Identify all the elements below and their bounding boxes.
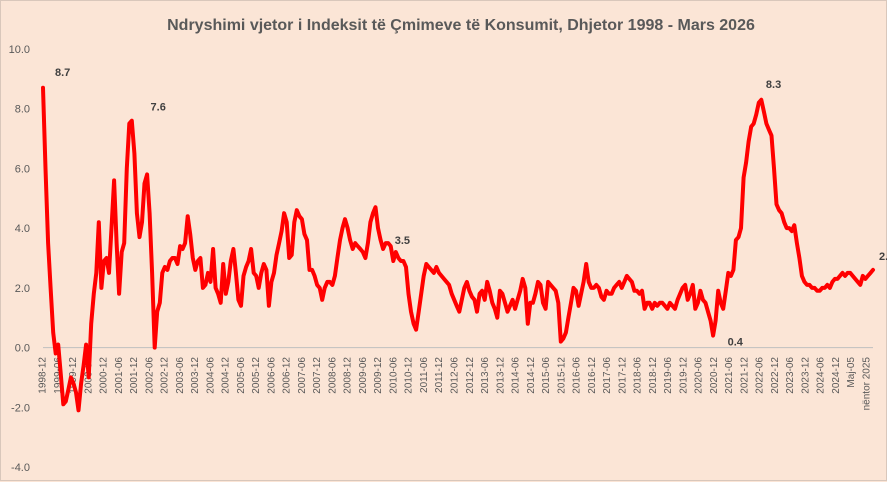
y-axis: 10.0 8.0 6.0 4.0 2.0 0.0 -2.0 -4.0 [9,44,30,474]
x-tick-label: 2016-12 [587,357,598,394]
chart-title: Ndryshimi vjetor i Indeksit të Çmimeve t… [167,17,755,34]
data-label: 3.5 [395,235,410,247]
x-tick-label: nëntor 2025 [862,357,873,411]
x-tick-label: 2019-06 [663,357,674,394]
x-tick-label: 2020-06 [694,357,705,394]
data-label: 0.4 [728,337,744,349]
y-tick-label: -4.0 [11,462,30,474]
x-tick-label: 2009-12 [373,357,384,394]
x-tick-label: 2024-06 [816,357,827,394]
x-tick-label: 2002-06 [144,357,155,394]
x-tick-label: 2008-12 [343,357,354,394]
x-tick-label: 2009-06 [358,357,369,394]
x-tick-label: 2017-12 [617,357,628,394]
x-tick-label: 2003-06 [175,357,186,394]
x-tick-label: 2020-12 [709,357,720,394]
x-tick-label: 1998-12 [38,357,49,394]
x-tick-label: 2008-06 [327,357,338,394]
x-tick-label: 2024-12 [831,357,842,394]
x-tick-label: 2014-12 [526,357,537,394]
y-tick-label: 6.0 [15,163,30,175]
x-tick-label: 2000-12 [99,357,110,394]
x-tick-label: 2015-12 [556,357,567,394]
x-tick-label: 2011-06 [419,357,430,393]
x-tick-label: 2023-06 [785,357,796,394]
x-tick-label: 2016-06 [572,357,583,394]
y-tick-label: 8.0 [15,104,30,116]
x-tick-label: 2019-12 [678,357,689,394]
x-tick-label: 2023-12 [800,357,811,394]
y-tick-label: 10.0 [9,44,30,56]
cpi-series-line [41,85,875,413]
x-tick-label: 2012-06 [450,357,461,394]
x-tick-label: 2001-12 [129,357,140,394]
x-tick-label: 2011-12 [434,357,445,393]
data-labels: 8.7 7.6 3.5 0.4 8.3 2.6 [55,67,887,349]
x-axis: 1998-12 1999-06 1999-12 2000-06 2000-12 2001-… [38,357,873,411]
y-tick-label: 2.0 [15,283,30,295]
y-tick-label: 4.0 [15,223,30,235]
x-tick-label: 2012-12 [465,357,476,394]
x-tick-label: 2014-06 [511,357,522,394]
x-tick-label: 2006-12 [282,357,293,394]
x-tick-label: 1999-06 [53,357,64,394]
x-tick-label: 2005-12 [251,357,262,394]
x-tick-label: 2017-06 [602,357,613,394]
data-label: 7.6 [151,102,166,114]
x-tick-label: 2013-12 [495,357,506,394]
x-tick-label: 2018-06 [633,357,644,394]
x-tick-label: 2006-06 [266,357,277,394]
x-tick-label: 2001-06 [114,357,125,394]
x-tick-label: 2004-06 [205,357,216,394]
data-label: 8.3 [766,79,781,91]
x-tick-label: 2022-12 [770,357,781,394]
x-tick-label: 2021-06 [724,357,735,394]
x-tick-label: 2004-12 [221,357,232,394]
x-tick-label: 2015-06 [541,357,552,394]
x-tick-label: 2002-12 [160,357,171,394]
x-tick-label: 2022-06 [755,357,766,394]
x-tick-label: 2010-06 [388,357,399,394]
x-tick-label: 2003-12 [190,357,201,394]
data-label: 2.6 [879,251,887,263]
x-tick-label: 2013-06 [480,357,491,394]
x-tick-label: 2010-12 [404,357,415,394]
data-label: 8.7 [55,67,70,79]
x-tick-label: 1999-12 [68,357,79,394]
x-tick-label: 2007-12 [312,357,323,394]
y-tick-label: 0.0 [15,343,30,355]
x-tick-label: 2007-06 [297,357,308,394]
y-tick-label: -2.0 [11,402,30,414]
x-tick-label: 2021-12 [739,357,750,394]
x-tick-label: 2005-06 [236,357,247,394]
x-tick-label: 2018-12 [648,357,659,394]
x-tick-label: Maj-05 [846,357,857,388]
